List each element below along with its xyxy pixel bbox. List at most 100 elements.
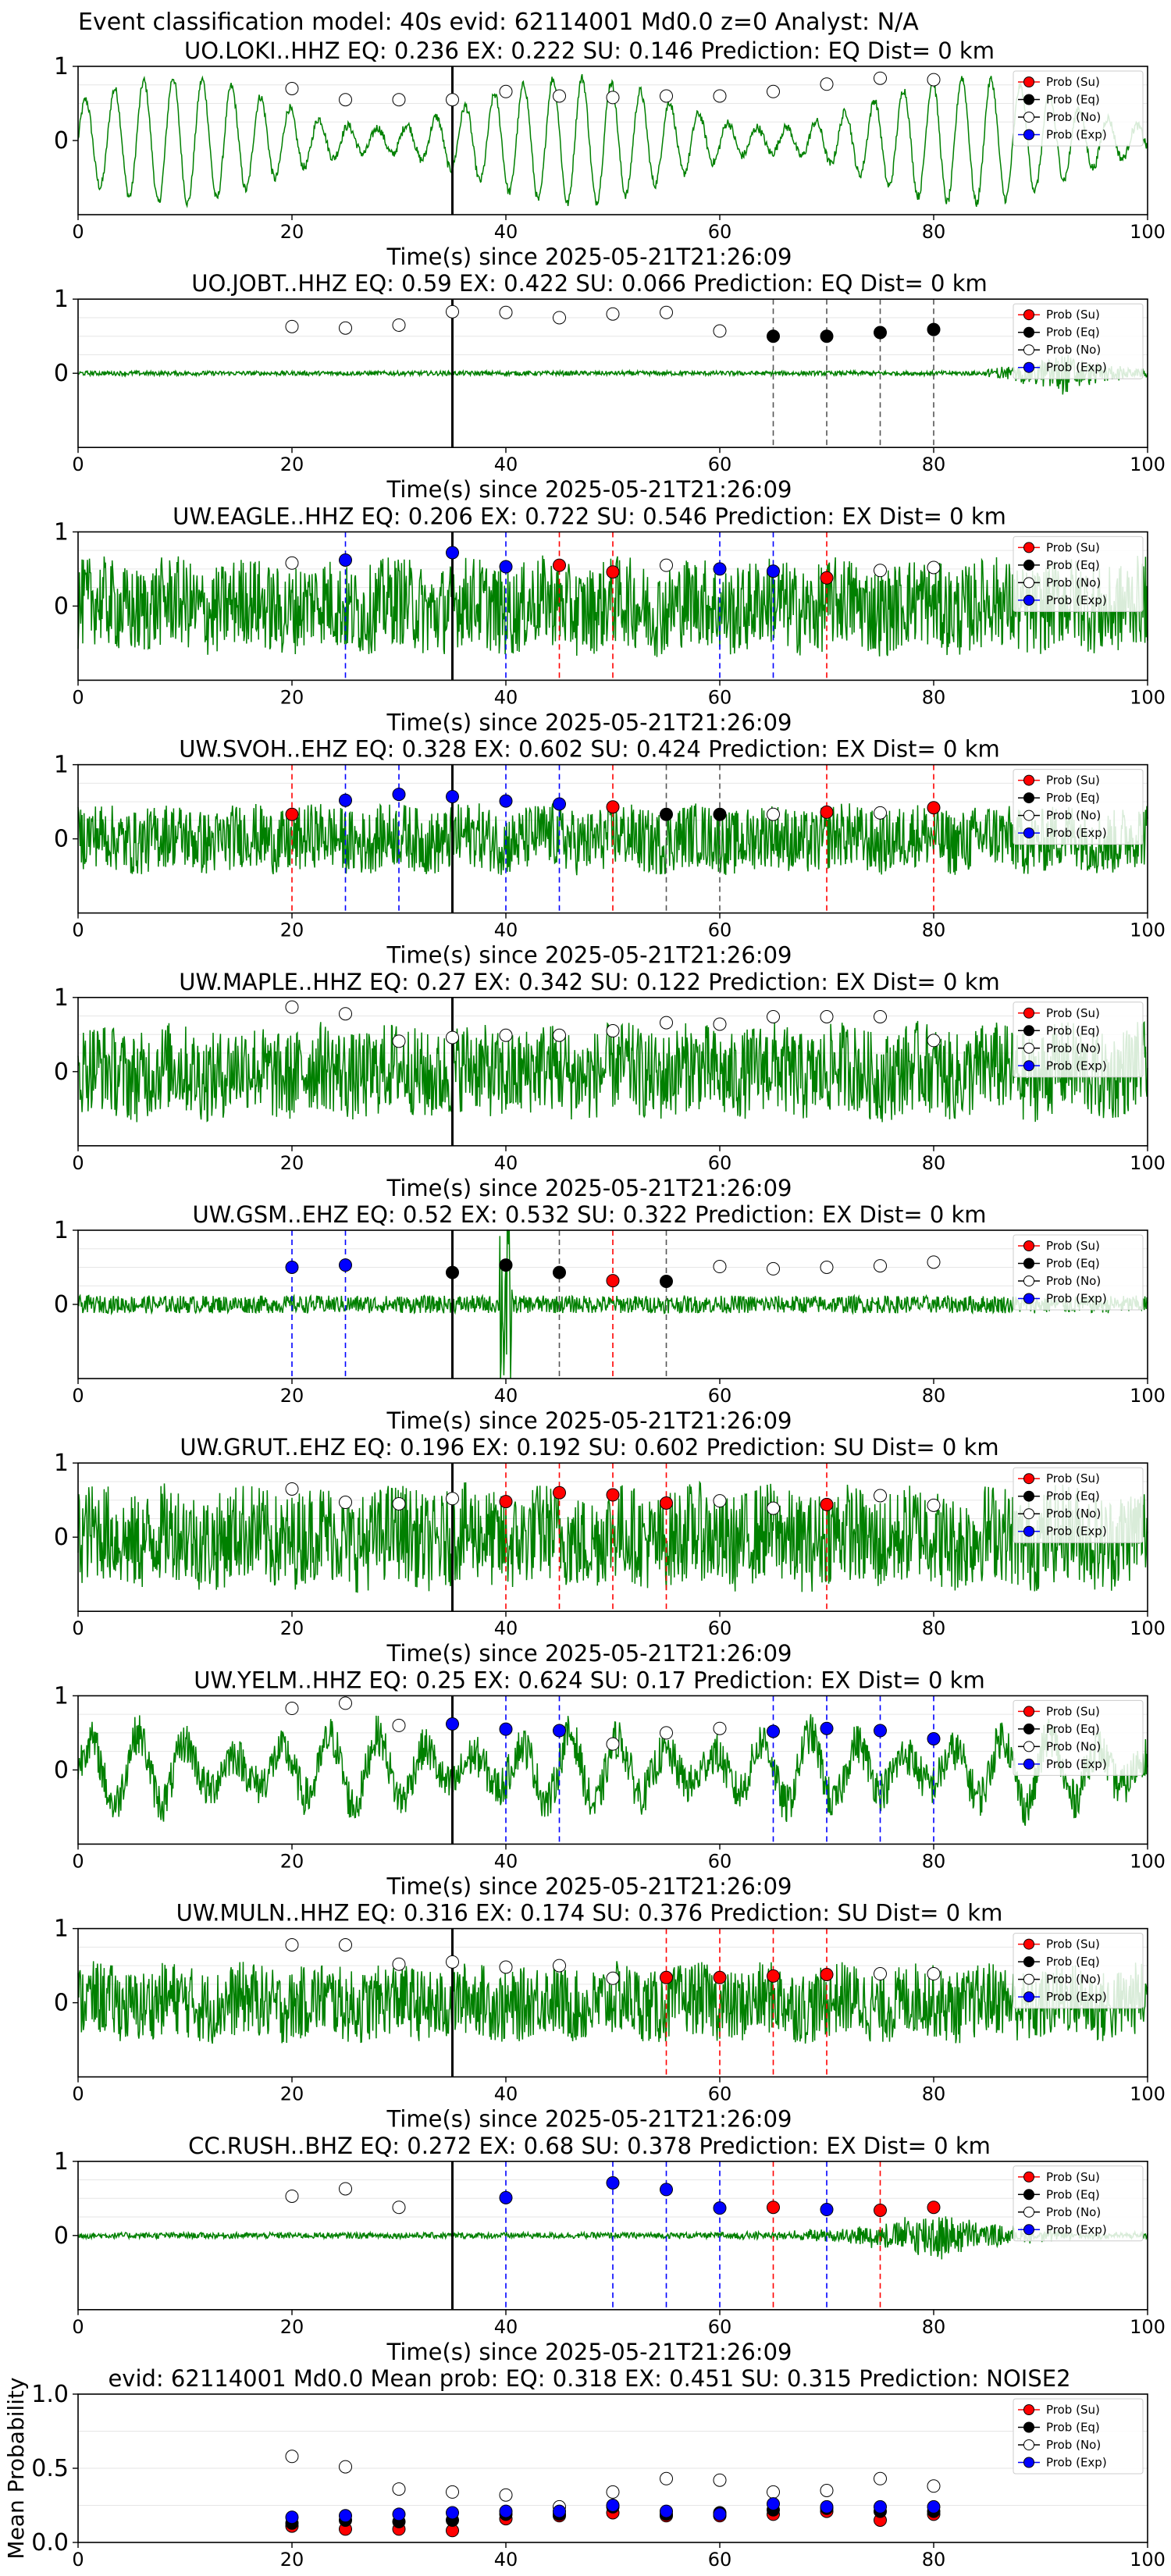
prob-point-su xyxy=(820,1968,834,1981)
x-axis-label: Time(s) since 2025-05-21T21:26:09 xyxy=(386,1407,792,1434)
x-tick-label: 0 xyxy=(72,454,84,475)
prob-point-no xyxy=(392,2201,406,2215)
x-axis-label: Time(s) since 2025-05-21T21:26:09 xyxy=(386,2106,792,2133)
prob-point-no xyxy=(446,304,459,318)
legend-marker xyxy=(1023,344,1034,356)
prob-point-no xyxy=(606,1971,620,1985)
x-tick-label: 100 xyxy=(1130,920,1166,941)
mean-point-exp xyxy=(392,2507,406,2521)
prob-point-no xyxy=(392,1034,406,1048)
legend-label: Prob (Eq) xyxy=(1046,326,1100,340)
prob-point-su xyxy=(606,565,620,579)
prob-point-no xyxy=(660,1016,673,1030)
legend-marker xyxy=(1023,2457,1034,2468)
prob-point-exp xyxy=(446,789,459,803)
x-tick-label: 60 xyxy=(708,2083,732,2105)
x-tick-label: 80 xyxy=(922,1850,946,1872)
x-axis-label: Time(s) since 2025-05-21T21:26:09 xyxy=(386,942,792,969)
legend-marker xyxy=(1023,94,1034,105)
legend-marker xyxy=(1023,326,1034,338)
x-tick-label: 40 xyxy=(494,2316,518,2338)
prob-point-no xyxy=(874,71,887,85)
prob-point-su xyxy=(553,1485,566,1500)
x-tick-label: 80 xyxy=(922,2316,946,2338)
prob-point-no xyxy=(927,1255,941,1269)
x-tick-label: 60 xyxy=(708,1617,732,1639)
legend-label: Prob (Eq) xyxy=(1046,1955,1100,1969)
panel-3: 0 20 40 60 80 100 1 0 UW.EAGLE..HHZ EQ: 0.206 EX… xyxy=(54,503,1166,735)
mean-point-exp xyxy=(446,2506,459,2520)
x-tick-label: 0 xyxy=(72,1385,84,1407)
legend-label: Prob (No) xyxy=(1046,575,1101,589)
prob-point-no xyxy=(285,1702,299,1716)
y-tick-label: 0 xyxy=(54,592,69,620)
x-tick-label: 20 xyxy=(280,1850,304,1872)
legend-label: Prob (No) xyxy=(1046,1507,1101,1521)
legend-marker xyxy=(1023,827,1034,839)
legend-marker xyxy=(1023,2224,1034,2236)
legend-marker xyxy=(1023,1276,1034,1286)
y-tick-label: 1 xyxy=(54,1217,69,1244)
prob-point-no xyxy=(285,319,299,333)
x-tick-label: 40 xyxy=(494,1617,518,1639)
prob-point-no xyxy=(339,1938,352,1952)
x-tick-label: 60 xyxy=(708,2316,732,2338)
x-tick-label: 60 xyxy=(708,1850,732,1872)
mean-point-exp xyxy=(767,2497,780,2511)
mean-point-exp xyxy=(874,2500,887,2514)
y-tick-label: 0 xyxy=(54,1524,69,1551)
mean-point-exp xyxy=(820,2500,834,2514)
prob-point-su xyxy=(285,807,299,821)
x-tick-label: 20 xyxy=(280,1385,304,1407)
prob-point-no xyxy=(660,1726,673,1740)
legend-marker xyxy=(1023,1025,1034,1037)
y-tick-label: 0.5 xyxy=(31,2455,69,2482)
x-tick-label: 100 xyxy=(1130,1617,1166,1639)
x-tick-label: 40 xyxy=(494,686,518,708)
prob-point-no xyxy=(927,560,941,575)
y-tick-label: 1 xyxy=(54,984,69,1012)
y-tick-label: 1.0 xyxy=(31,2381,69,2408)
x-tick-label: 0 xyxy=(72,221,84,243)
mean-point-no xyxy=(874,2471,887,2485)
prob-point-su xyxy=(606,1488,620,1502)
prob-point-no xyxy=(713,89,727,103)
y-tick-label: 1 xyxy=(54,752,69,779)
legend-label: Prob (Exp) xyxy=(1046,1292,1107,1306)
prob-point-no xyxy=(927,1498,941,1512)
legend-label: Prob (Exp) xyxy=(1046,1059,1107,1073)
prob-point-eq xyxy=(553,1265,566,1279)
prob-point-exp xyxy=(499,1722,513,1736)
panel-7: 0 20 40 60 80 100 1 0 UW.GRUT..EHZ EQ: 0.196 EX:… xyxy=(54,1434,1166,1667)
y-tick-label: 1 xyxy=(54,53,69,80)
mean-point-no xyxy=(927,2479,941,2493)
y-tick-label: 1 xyxy=(54,1916,69,1943)
mean-point-no xyxy=(767,2485,780,2499)
prob-point-no xyxy=(392,1496,406,1510)
mean-point-exp xyxy=(606,2499,620,2512)
x-axis-label: Time(s) since 2025-05-21T21:26:09 xyxy=(386,1640,792,1667)
x-tick-label: 80 xyxy=(922,1152,946,1174)
mean-point-no xyxy=(392,2482,406,2496)
prob-point-no xyxy=(660,558,673,572)
legend-marker xyxy=(1023,809,1034,821)
y-tick-label: 0 xyxy=(54,2222,69,2250)
prob-point-no xyxy=(874,1967,887,1981)
panel-9: 0 20 40 60 80 100 1 0 UW.MULN..HHZ EQ: 0.316 EX:… xyxy=(54,1900,1166,2133)
y-tick-label: 0.0 xyxy=(31,2529,69,2556)
legend-marker xyxy=(1023,2404,1034,2415)
prob-point-eq xyxy=(660,1275,673,1289)
prob-point-no xyxy=(446,1492,459,1506)
legend-marker xyxy=(1023,2421,1034,2433)
prob-point-no xyxy=(606,1024,620,1038)
panel-title: UW.GSM..EHZ EQ: 0.52 EX: 0.532 SU: 0.322… xyxy=(192,1201,986,1228)
figure-title: Event classification model: 40s evid: 62… xyxy=(78,9,919,36)
x-tick-label: 80 xyxy=(922,2083,946,2105)
legend-label: Prob (Exp) xyxy=(1046,128,1107,142)
prob-point-no xyxy=(927,1967,941,1981)
legend-box xyxy=(1013,1467,1144,1543)
panel-6: 0 20 40 60 80 100 1 0 UW.GSM..EHZ EQ: 0.52 EX: 0… xyxy=(54,1201,1166,1434)
mean-point-no xyxy=(606,2485,620,2499)
prob-point-no xyxy=(874,806,887,820)
prob-point-no xyxy=(285,82,299,95)
